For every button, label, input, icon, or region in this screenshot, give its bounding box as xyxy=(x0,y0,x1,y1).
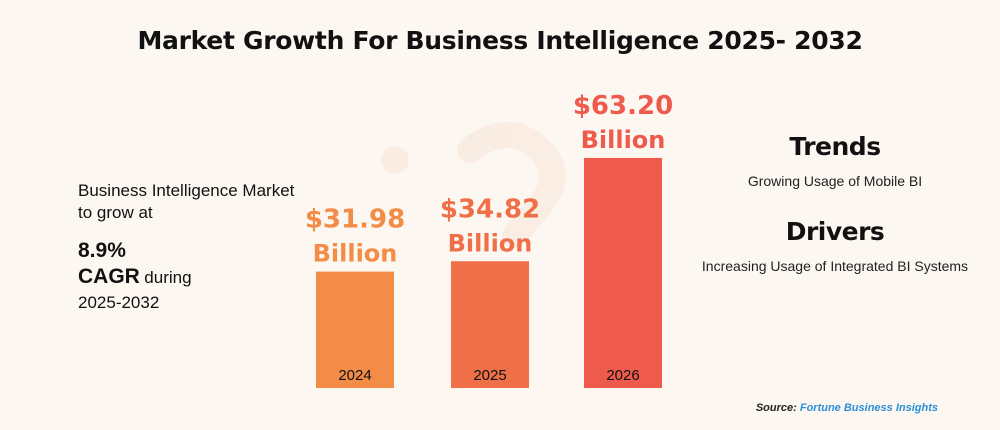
drivers-text: Increasing Usage of Integrated BI System… xyxy=(701,258,969,274)
source-label: Source: xyxy=(755,402,797,414)
forecast-period: 2025-2032 xyxy=(78,293,160,312)
bar-2025 xyxy=(451,261,529,388)
cagr-value: 8.9% xyxy=(78,239,126,262)
cagr-summary: Business Intelligence Market to grow at … xyxy=(78,180,308,314)
cagr-intro-text: Business Intelligence Market to grow at xyxy=(78,181,295,222)
value-unit-2024: Billion xyxy=(313,240,398,268)
value-label-2026: $63.20 xyxy=(573,91,673,121)
value-label-2024: $31.98 xyxy=(305,205,405,235)
value-label-2025: $34.82 xyxy=(440,194,540,224)
source-link[interactable]: Fortune Business Insights xyxy=(799,402,938,414)
cagr-during-text: during xyxy=(144,268,192,287)
category-label-2024: 2024 xyxy=(338,367,371,384)
category-label-2025: 2025 xyxy=(473,367,506,384)
value-unit-2025: Billion xyxy=(448,229,533,257)
trends-text: Growing Usage of Mobile BI xyxy=(747,173,923,189)
cagr-line: CAGR during xyxy=(78,264,308,292)
value-unit-2026: Billion xyxy=(581,126,666,154)
insights-panel: Trends Growing Usage of Mobile BI Driver… xyxy=(690,132,980,276)
trends-heading: Trends xyxy=(789,132,881,161)
chart-title: Market Growth For Business Intelligence … xyxy=(137,26,863,55)
category-label-2026: 2026 xyxy=(606,367,639,384)
watermark-logo xyxy=(381,122,566,248)
drivers-heading: Drivers xyxy=(785,217,885,246)
source-note: Source: Fortune Business Insights xyxy=(756,402,938,414)
bar-2026 xyxy=(584,157,662,388)
bar-2024 xyxy=(316,271,394,388)
cagr-label: CAGR xyxy=(78,265,140,288)
